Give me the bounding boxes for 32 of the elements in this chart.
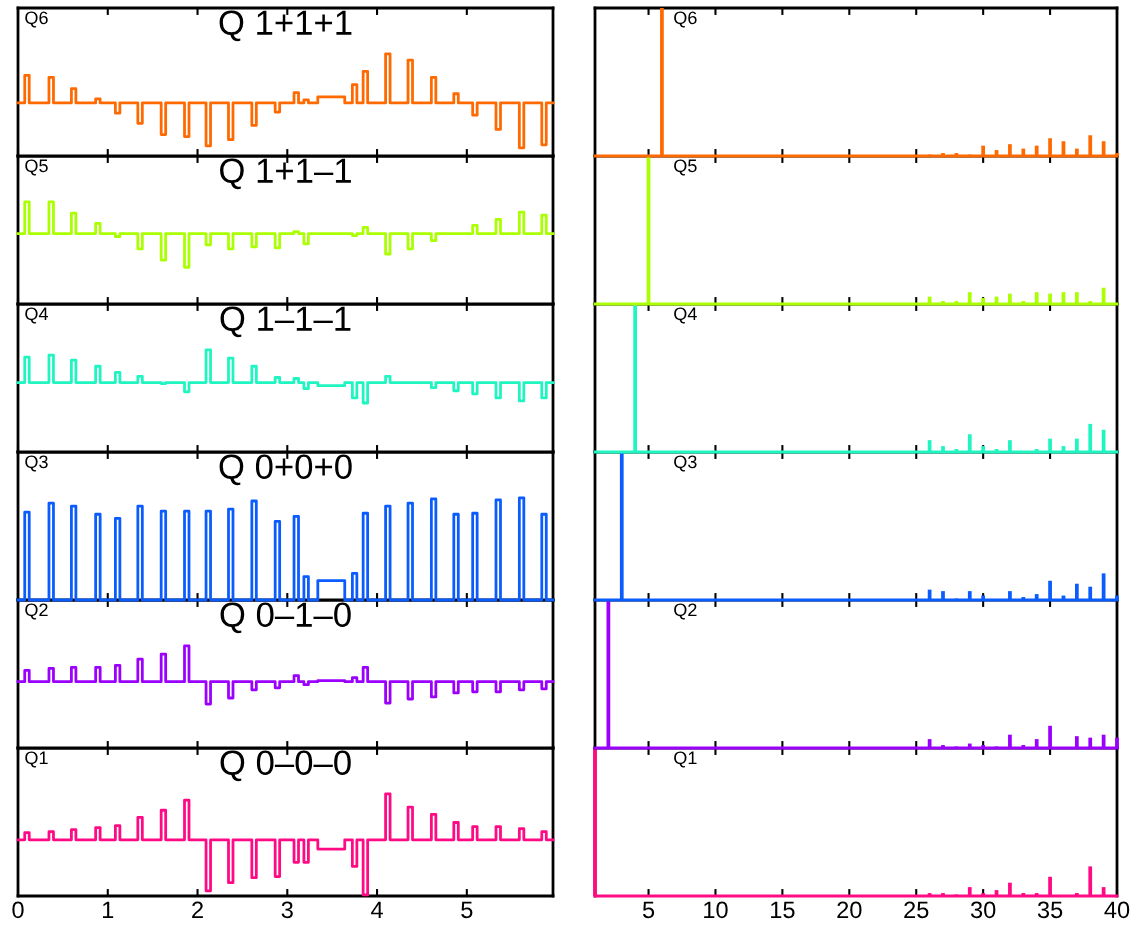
text: Q6 [25, 11, 48, 28]
text: Q1 [25, 751, 48, 768]
text: Q2 [25, 603, 48, 620]
text: Q5 [25, 159, 48, 176]
x-tick-label: 10 [704, 901, 728, 919]
x-tick-label: 40 [1104, 901, 1130, 919]
x-tick-label: 1 [103, 901, 114, 918]
x-tick-label: 25 [904, 901, 929, 919]
chart-title: Q 0+0+0 [219, 454, 352, 486]
x-tick-label: 5 [642, 901, 655, 919]
chart-title: Q 0–1–0 [220, 602, 351, 634]
text: Q4 [25, 307, 48, 324]
chart-title: Q 1+1+1 [219, 10, 352, 42]
annotation: Q4 [674, 307, 697, 324]
annotation: Q5 [674, 159, 697, 176]
annotation: Q2 [674, 603, 697, 620]
chart-title: Q 1+1–1 [220, 158, 351, 190]
x-tick-label: 4 [371, 901, 383, 918]
chart-title: Q 1–1–1 [220, 306, 351, 338]
chart-title: Q 0–0–0 [220, 750, 351, 782]
x-tick-label: 35 [1037, 901, 1063, 919]
annotation: Q1 [674, 751, 697, 768]
annotation: Q6 [674, 11, 697, 28]
x-tick-label: 30 [970, 901, 996, 919]
x-tick-label: 5 [461, 901, 473, 919]
text: Q3 [25, 455, 48, 472]
x-tick-label: 15 [771, 901, 795, 919]
x-tick-label: 3 [281, 901, 293, 919]
x-tick-label: 0 [12, 901, 24, 919]
x-tick-label: 20 [837, 901, 862, 919]
annotation: Q3 [674, 455, 697, 472]
x-tick-label: 2 [192, 901, 203, 918]
